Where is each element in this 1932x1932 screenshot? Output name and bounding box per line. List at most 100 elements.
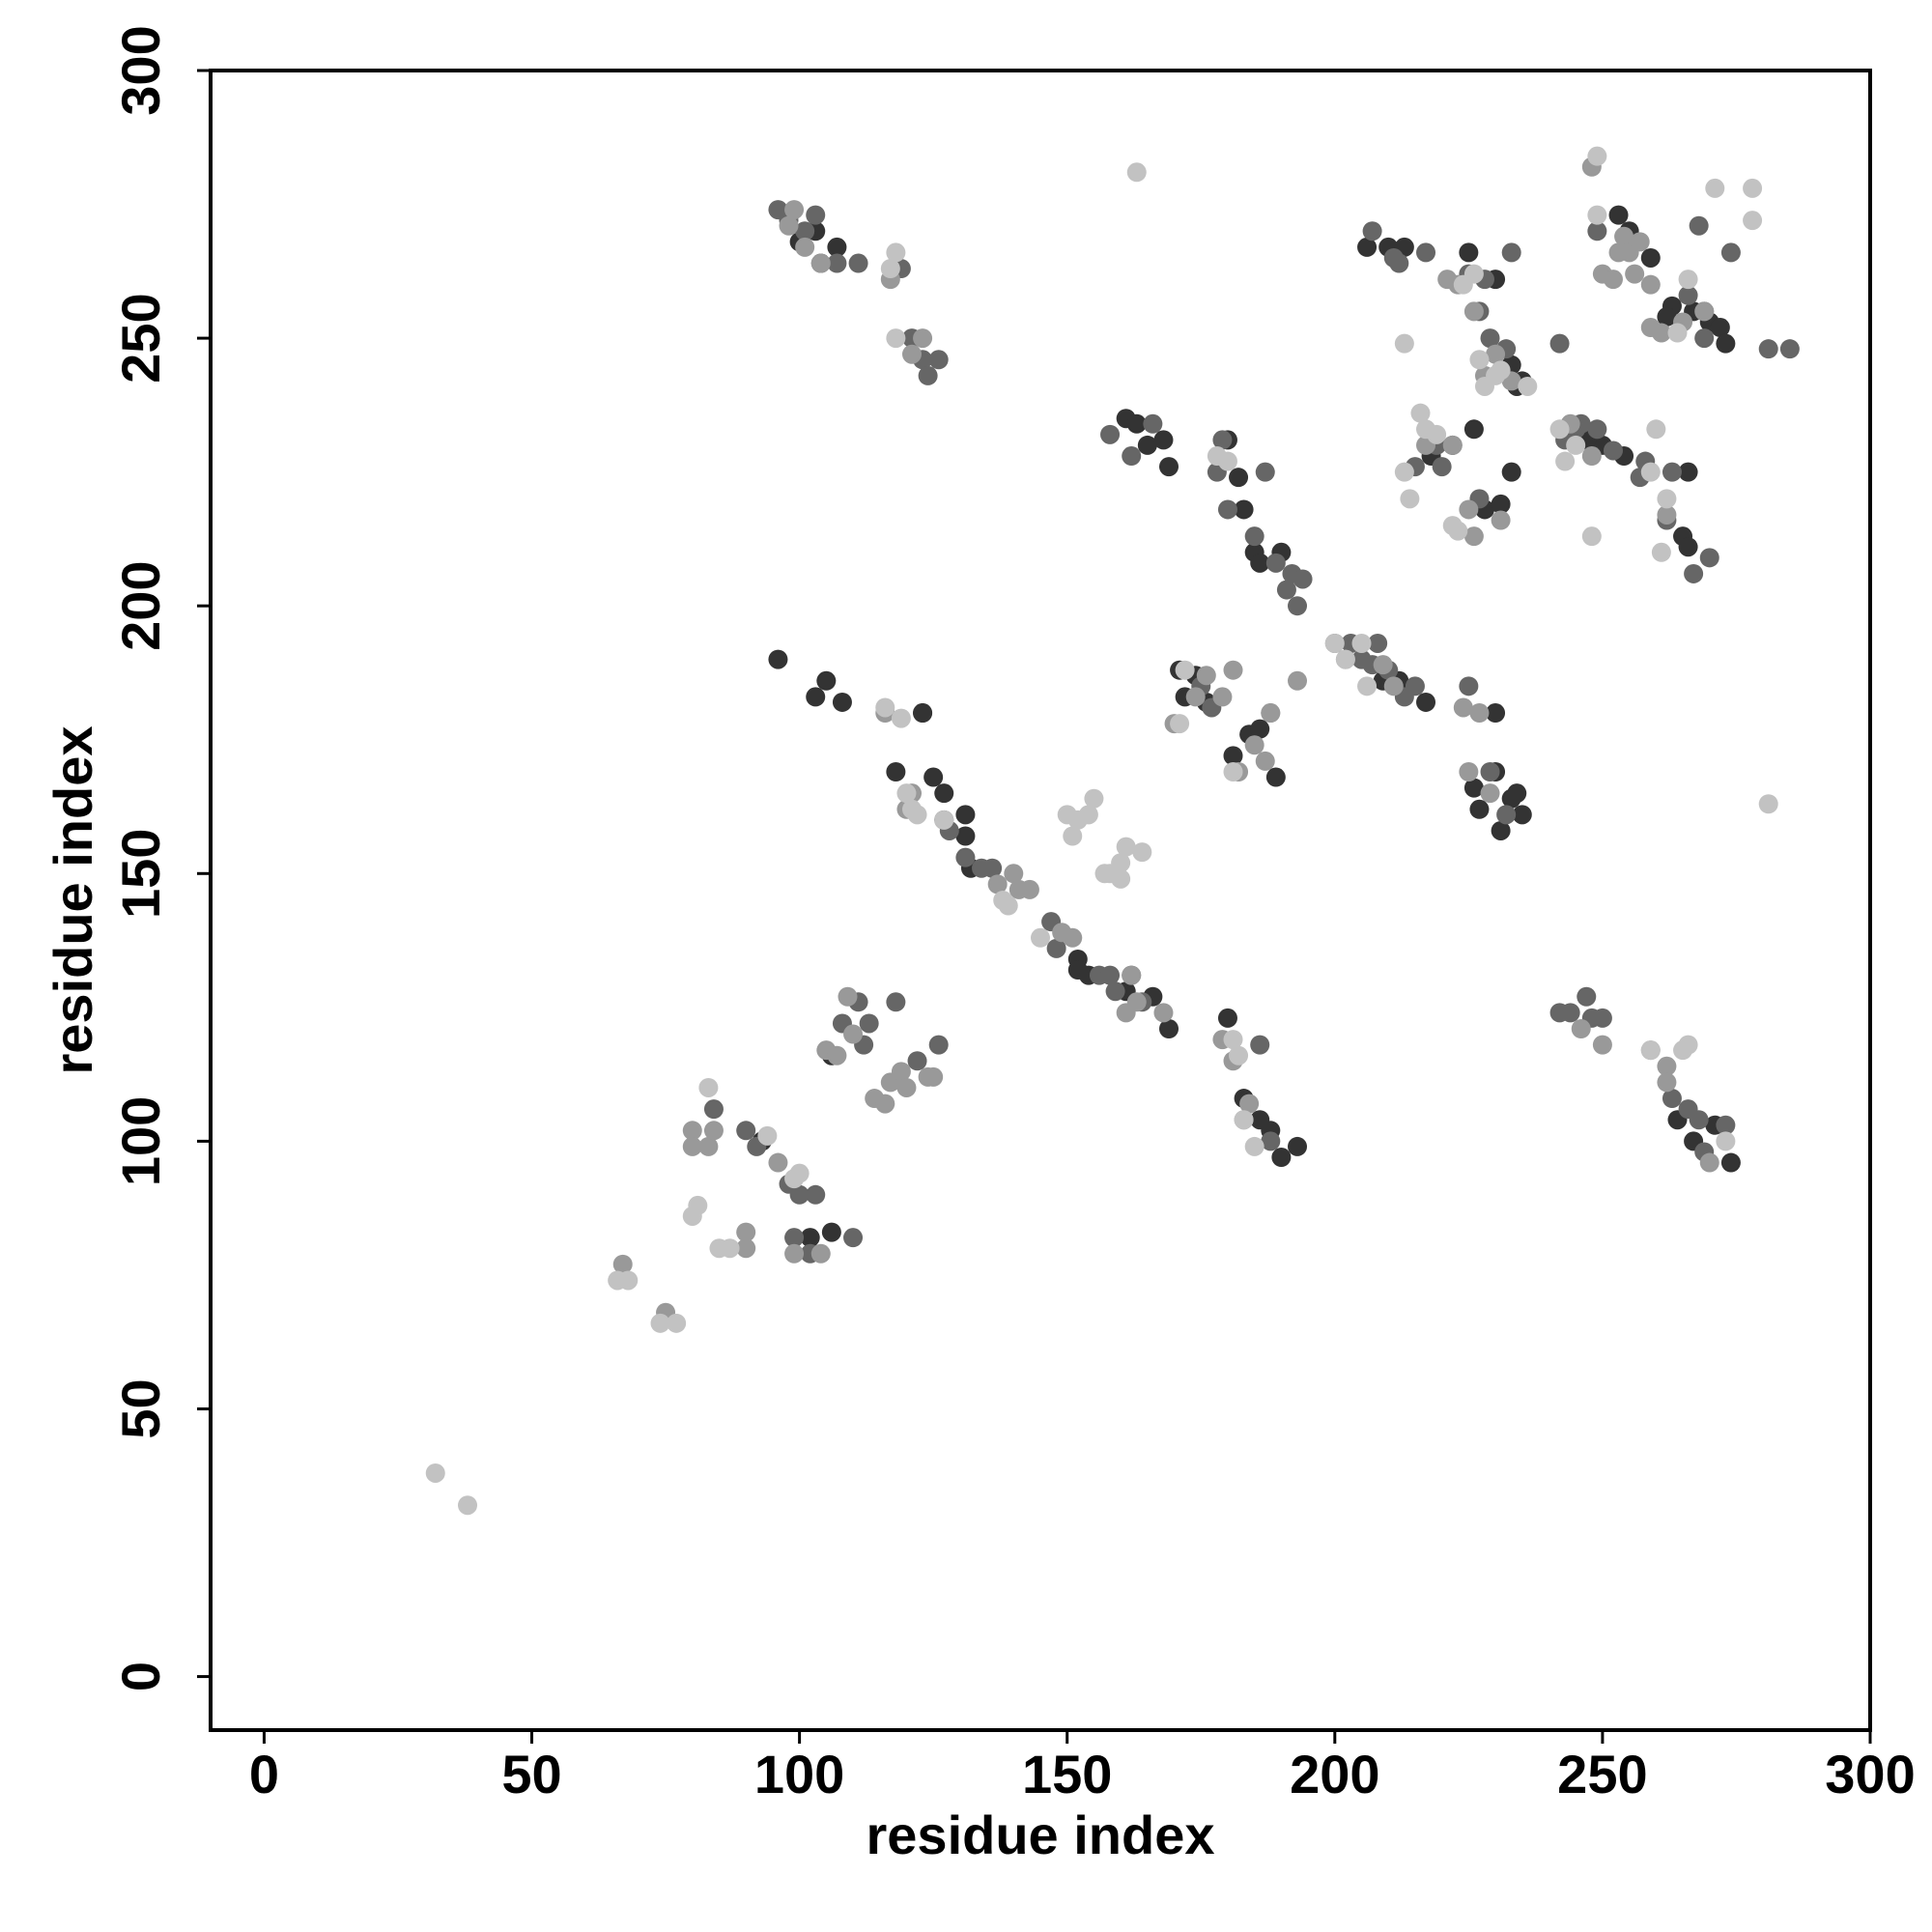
point — [1699, 548, 1719, 568]
point — [1501, 462, 1521, 482]
point — [913, 703, 933, 724]
point — [1427, 424, 1447, 444]
point — [1549, 333, 1570, 354]
point — [1463, 778, 1484, 798]
point — [618, 1270, 639, 1291]
point — [1657, 1072, 1677, 1093]
point — [1463, 264, 1484, 284]
point — [1116, 837, 1136, 857]
point — [827, 253, 847, 273]
point — [1324, 633, 1345, 653]
point — [907, 805, 927, 825]
point — [1603, 440, 1623, 461]
point — [1084, 788, 1104, 809]
point — [923, 1066, 944, 1087]
point — [928, 1035, 949, 1055]
point — [832, 692, 852, 712]
point — [843, 1024, 864, 1044]
point — [1491, 820, 1511, 840]
point — [1758, 794, 1778, 814]
point — [1244, 1136, 1264, 1156]
point — [720, 1238, 740, 1259]
point — [1351, 633, 1372, 653]
point — [1651, 323, 1671, 343]
point — [923, 767, 944, 787]
point — [1592, 1008, 1612, 1028]
point — [1463, 419, 1484, 440]
point — [1122, 446, 1142, 467]
point — [1250, 1035, 1270, 1055]
point — [1491, 360, 1511, 381]
point — [1743, 211, 1763, 231]
point — [1432, 457, 1452, 477]
point — [1229, 1045, 1249, 1065]
point — [1640, 1040, 1661, 1061]
point — [1212, 430, 1233, 450]
point — [896, 1077, 917, 1097]
point — [1459, 242, 1479, 263]
point — [1159, 1019, 1179, 1039]
point — [886, 242, 906, 263]
point — [1265, 767, 1286, 787]
point — [913, 328, 933, 349]
point — [1383, 676, 1404, 696]
point — [1486, 703, 1506, 724]
point — [736, 1238, 756, 1259]
point — [682, 1121, 702, 1141]
point — [612, 1254, 633, 1274]
point — [1779, 339, 1800, 359]
point — [1244, 526, 1264, 547]
point — [703, 1099, 724, 1120]
point — [838, 986, 858, 1007]
y-tick-label: 200 — [110, 560, 171, 650]
point — [1239, 1094, 1260, 1114]
point — [1244, 735, 1264, 755]
point — [795, 221, 815, 242]
point — [1126, 992, 1147, 1012]
x-tick-label: 200 — [1290, 1744, 1379, 1804]
point — [1126, 162, 1147, 183]
point — [1196, 666, 1216, 686]
point — [1078, 805, 1098, 825]
point — [1394, 333, 1414, 354]
point — [1491, 510, 1511, 530]
point — [1694, 328, 1715, 349]
point — [1111, 853, 1131, 873]
point — [1265, 553, 1286, 573]
point — [1255, 462, 1275, 482]
point — [886, 761, 906, 781]
point — [928, 350, 949, 370]
point — [1357, 237, 1378, 257]
point — [1416, 242, 1436, 263]
x-tick-label: 150 — [1022, 1744, 1112, 1804]
y-tick-label: 150 — [110, 829, 171, 919]
point — [918, 365, 938, 385]
point — [1459, 761, 1479, 781]
point — [1217, 499, 1237, 520]
point — [1657, 306, 1677, 327]
point — [934, 810, 954, 830]
point — [1662, 462, 1682, 482]
point — [1159, 457, 1179, 477]
point — [1678, 270, 1698, 290]
point — [1105, 981, 1125, 1002]
point — [827, 237, 847, 257]
point — [1592, 1035, 1612, 1055]
point — [1453, 697, 1473, 718]
point — [886, 328, 906, 349]
point — [1137, 435, 1157, 455]
point — [1212, 687, 1233, 707]
point — [1100, 424, 1121, 444]
point — [1410, 403, 1431, 423]
point — [768, 1152, 788, 1173]
point — [880, 259, 900, 279]
point — [1667, 323, 1688, 343]
y-tick-label: 250 — [110, 293, 171, 383]
point — [1640, 274, 1661, 295]
point — [789, 1163, 810, 1183]
point — [779, 215, 799, 236]
y-tick-label: 100 — [110, 1096, 171, 1186]
point — [1463, 301, 1484, 322]
point — [1250, 553, 1270, 573]
point — [1217, 1008, 1237, 1028]
